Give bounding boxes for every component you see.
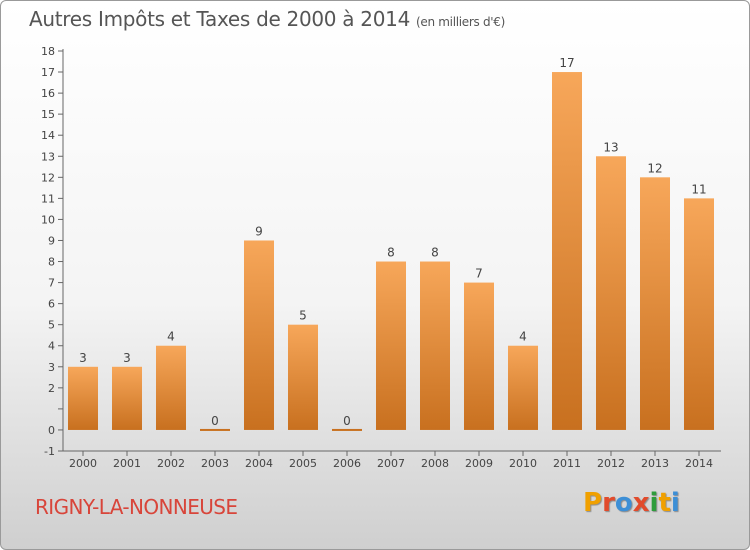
bar [376, 261, 406, 430]
y-tick-label: 13 [41, 150, 55, 163]
y-tick-label: 4 [48, 340, 55, 353]
bar [420, 261, 450, 430]
bar-value-label: 13 [603, 140, 618, 154]
bar-value-label: 0 [343, 414, 351, 428]
y-tick-label: 17 [41, 66, 55, 79]
y-tick-label: 7 [48, 277, 55, 290]
x-tick-label: 2004 [245, 457, 273, 470]
x-tick-label: 2012 [597, 457, 625, 470]
y-tick-label: 5 [48, 319, 55, 332]
y-tick-label: 0 [48, 424, 55, 437]
y-tick-label: 18 [41, 45, 55, 58]
x-tick-label: 2003 [201, 457, 229, 470]
bar-value-label: 5 [299, 309, 307, 323]
bar [68, 366, 98, 430]
bar [596, 156, 626, 430]
bar [552, 72, 582, 430]
y-tick-label: 10 [41, 213, 55, 226]
y-tick-label: 9 [48, 234, 55, 247]
x-tick-label: 2007 [377, 457, 405, 470]
bar [508, 345, 538, 430]
y-tick-label: -1 [44, 445, 55, 458]
chart-title: Autres Impôts et Taxes de 2000 à 2014 (en… [29, 7, 505, 31]
proxiti-logo[interactable]: Proxiti [583, 488, 680, 518]
x-tick-label: 2002 [157, 457, 185, 470]
x-tick-label: 2001 [113, 457, 141, 470]
y-tick-label: 16 [41, 87, 55, 100]
bar [684, 198, 714, 430]
bar [156, 345, 186, 430]
bar-value-label: 8 [387, 246, 395, 260]
chart-title-text: Autres Impôts et Taxes de 2000 à 2014 [29, 7, 410, 31]
bar-value-label: 3 [123, 351, 131, 365]
bar-value-label: 11 [691, 182, 706, 196]
bar [288, 324, 318, 430]
x-tick-label: 2011 [553, 457, 581, 470]
logo-letter: P [583, 488, 603, 518]
bar-value-label: 9 [255, 224, 263, 238]
y-tick-label: 15 [41, 108, 55, 121]
logo-letter: x [632, 488, 650, 518]
bar [244, 240, 274, 430]
bar-value-label: 12 [647, 161, 662, 175]
x-tick-label: 2009 [465, 457, 493, 470]
chart-subtitle: (en milliers d'€) [416, 15, 506, 29]
bar-value-label: 17 [559, 56, 574, 70]
commune-name: RIGNY-LA-NONNEUSE [35, 495, 238, 519]
x-tick-label: 2013 [641, 457, 669, 470]
bar [200, 428, 230, 431]
x-tick-label: 2014 [685, 457, 713, 470]
bar [464, 282, 494, 430]
y-tick-label: 3 [48, 361, 55, 374]
bar-value-label: 3 [79, 351, 87, 365]
bar-value-label: 4 [167, 330, 175, 344]
x-tick-label: 2005 [289, 457, 317, 470]
bar [332, 428, 362, 431]
logo-letter: o [614, 488, 633, 518]
y-tick-label: 8 [48, 256, 55, 269]
y-tick-label: 11 [41, 192, 55, 205]
bar-value-label: 4 [519, 330, 527, 344]
y-tick-label: 14 [41, 129, 55, 142]
x-tick-label: 2008 [421, 457, 449, 470]
x-tick-label: 2006 [333, 457, 361, 470]
logo-letter: i [649, 488, 659, 518]
y-tick-label: 2 [48, 382, 55, 395]
logo-letter: r [602, 488, 615, 518]
logo-letter: t [658, 488, 671, 518]
bar [640, 177, 670, 430]
x-tick-label: 2010 [509, 457, 537, 470]
y-tick-label: 6 [48, 298, 55, 311]
bar-value-label: 0 [211, 414, 219, 428]
x-tick-label: 2000 [69, 457, 97, 470]
y-tick-label: 12 [41, 171, 55, 184]
logo-letter: i [670, 488, 680, 518]
bar-value-label: 7 [475, 267, 483, 281]
bar [112, 366, 142, 430]
bar-value-label: 8 [431, 246, 439, 260]
